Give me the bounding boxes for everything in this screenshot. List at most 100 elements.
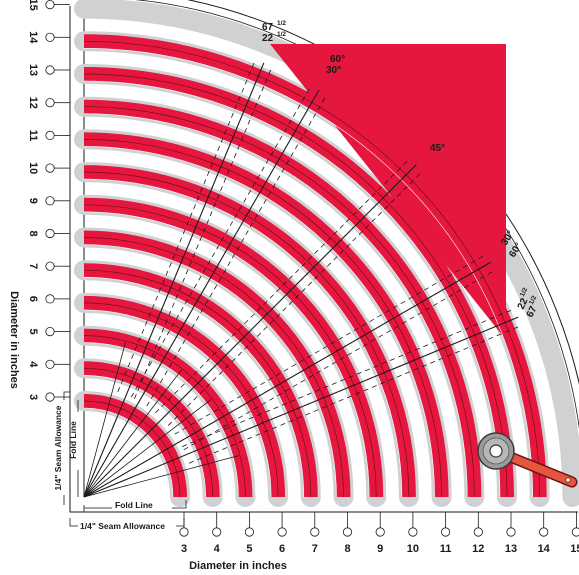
minor-ray-37.5: [83, 399, 212, 498]
left-hole-7: [45, 261, 55, 271]
y-number-8: 8: [27, 230, 39, 236]
y-number-3: 3: [27, 394, 39, 400]
x-number-13: 13: [505, 543, 517, 555]
bottom-hole-3: [179, 527, 189, 537]
ruler-outline: [69, 6, 578, 513]
hanging-holes: [45, 0, 579, 537]
angle-label-30-top: 30°: [326, 65, 341, 76]
angle-label-45: 45°: [430, 143, 445, 154]
ray-45: [83, 164, 417, 498]
y-axis-numbers: 3 4 5 6 7 8 9 10 11 12 13 14 15: [27, 0, 39, 400]
angle-label-60: 60°: [330, 54, 345, 65]
dashed-line-30: [183, 269, 496, 451]
x-number-5: 5: [246, 543, 252, 555]
dashed-line-45: [155, 158, 411, 414]
bottom-hole-4: [212, 527, 222, 537]
left-hole-13: [45, 65, 55, 75]
x-number-9: 9: [377, 543, 383, 555]
angle-label-22-right: 22 1/2: [516, 286, 531, 311]
svg-text:1/2: 1/2: [519, 286, 529, 297]
left-hole-12: [45, 98, 55, 108]
seam-left-guide: [63, 391, 70, 505]
y-number-7: 7: [27, 263, 39, 269]
x-number-10: 10: [407, 543, 419, 555]
left-hole-9: [45, 196, 55, 206]
bottom-hole-8: [342, 527, 353, 537]
x-number-11: 11: [440, 543, 452, 555]
dashed-line-67.5: [134, 66, 273, 399]
left-hole-14: [45, 32, 55, 42]
x-axis-numbers: 3 4 5 6 7 8 9 10 11 12 13 14 15: [181, 543, 579, 555]
dashed-seam-lines: [117, 59, 522, 464]
seam-fold-guides: [63, 391, 187, 527]
dashed-line-22.5: [188, 325, 522, 464]
x-axis-label: Diameter in inches: [189, 560, 287, 572]
y-number-15: 15: [27, 0, 39, 11]
svg-text:67: 67: [262, 22, 274, 33]
y-number-6: 6: [27, 296, 39, 302]
bottom-hole-15: [571, 527, 579, 537]
ray-22.5: [83, 316, 519, 498]
angle-rays: [83, 62, 519, 498]
fold-line-bottom-guide: [83, 500, 187, 512]
bottom-hole-9: [375, 527, 385, 537]
angle-label-67-top: 67 1/2: [262, 20, 286, 33]
left-hole-10: [45, 163, 55, 173]
svg-text:1/2: 1/2: [277, 31, 286, 38]
dashed-line-45: [167, 170, 423, 426]
bottom-hole-7: [310, 527, 320, 537]
dashed-line-60: [146, 94, 328, 407]
y-axis-label: Diameter in inches: [8, 291, 20, 389]
bottom-hole-12: [473, 527, 483, 537]
angle-label-67-right: 67 1/2: [525, 294, 540, 319]
left-hole-4: [45, 359, 55, 369]
left-hole-6: [45, 294, 55, 304]
y-number-11: 11: [27, 130, 39, 142]
ray-60: [83, 89, 320, 498]
left-hole-5: [45, 326, 55, 337]
seam-allowance-left-label: 1/4" Seam Allowance: [53, 405, 63, 490]
x-number-15: 15: [570, 543, 579, 555]
left-hole-3: [45, 392, 55, 402]
svg-text:22: 22: [262, 33, 274, 44]
dashed-line-67.5: [117, 59, 256, 393]
ray-67.5: [83, 62, 265, 498]
bottom-hole-14: [539, 527, 549, 537]
minor-ray-52.5: [83, 369, 182, 498]
dashed-line-30: [174, 253, 487, 435]
fold-line-left-label: Fold Line: [68, 421, 78, 459]
seam-allowance-bottom-label: 1/4" Seam Allowance: [80, 521, 165, 531]
bottom-hole-5: [244, 527, 254, 537]
y-number-9: 9: [27, 198, 39, 204]
left-hole-8: [45, 228, 55, 239]
bottom-hole-11: [440, 527, 451, 537]
seam-bottom-guide: [69, 518, 185, 527]
y-number-13: 13: [27, 64, 39, 76]
bottom-hole-6: [277, 527, 287, 537]
bottom-hole-10: [408, 527, 418, 537]
rotary-cutter-icon: [477, 432, 578, 488]
y-number-5: 5: [27, 329, 39, 335]
fold-line-bottom-label: Fold Line: [115, 500, 153, 510]
angle-label-22-top: 22 1/2: [262, 31, 286, 44]
x-number-6: 6: [279, 543, 285, 555]
dashed-line-22.5: [182, 308, 515, 447]
y-number-14: 14: [27, 31, 39, 44]
y-number-12: 12: [27, 97, 39, 109]
svg-text:22: 22: [516, 296, 531, 311]
left-hole-15: [45, 0, 55, 10]
minor-ray-15: [83, 455, 239, 498]
dashed-line-60: [130, 85, 312, 398]
bottom-hole-13: [506, 527, 516, 537]
x-number-7: 7: [312, 543, 318, 555]
x-number-8: 8: [344, 543, 350, 555]
y-number-4: 4: [27, 361, 39, 368]
left-hole-11: [45, 130, 55, 140]
x-number-12: 12: [472, 543, 484, 555]
x-number-14: 14: [538, 543, 551, 555]
svg-text:67: 67: [525, 304, 540, 319]
y-number-10: 10: [27, 162, 39, 174]
ray-30: [83, 261, 492, 498]
svg-text:1/2: 1/2: [277, 20, 286, 27]
